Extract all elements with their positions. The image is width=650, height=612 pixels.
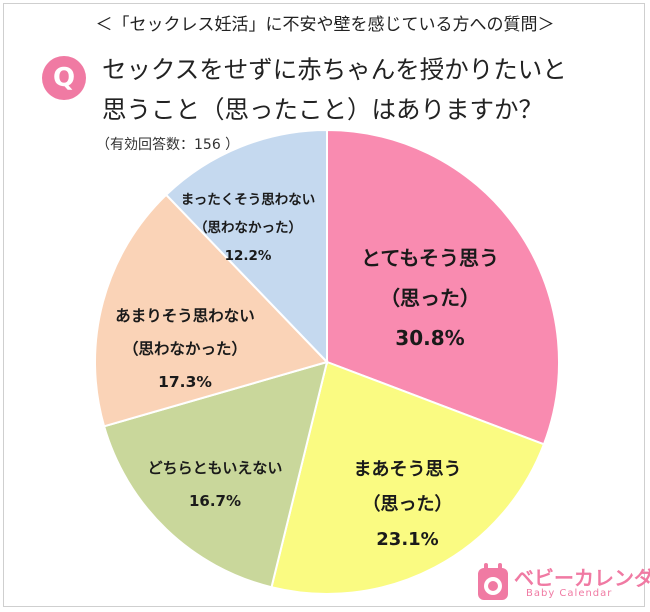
slice-value-text: 30.8% — [395, 326, 465, 350]
survey-subtitle: ＜「セックレス妊活」に不安や壁を感じている方への質問＞ — [95, 15, 555, 35]
slice-label-text: あまりそう思わない — [115, 307, 255, 325]
slice-sublabel-text: （思わなかった） — [194, 220, 302, 236]
slice-somewhat — [270, 360, 546, 595]
calendar-logo-icon — [478, 563, 508, 600]
slice-neutral — [102, 360, 329, 589]
slice-label-not-at-all: まったくそう思わない （思わなかった） 12.2% — [168, 186, 328, 270]
slice-sublabel-text: （思わなかった） — [122, 340, 247, 358]
slice-sublabel-text: （思った） — [362, 494, 453, 515]
slice-label-very-much: とてもそう思う （思った） 30.8% — [330, 238, 530, 358]
slice-value-text: 16.7% — [188, 492, 242, 510]
slice-label-text: どちらともいえない — [147, 459, 283, 477]
chart-title: セックスをせずに赤ちゃんを授かりたいと 思うこと（思ったこと）はありますか？ — [102, 50, 632, 130]
logo-subtitle: Baby Calendar — [526, 588, 613, 599]
slice-not-much — [94, 193, 329, 428]
logo-name: ベビーカレンダー — [514, 566, 650, 590]
slice-very-much — [326, 128, 560, 446]
baby-calendar-logo: ベビーカレンダー Baby Calendar — [476, 560, 650, 608]
slice-sublabel-text: （思った） — [380, 286, 480, 310]
slice-label-somewhat: まあそう思う （思った） 23.1% — [320, 452, 495, 557]
slice-not-at-all — [164, 128, 328, 365]
slice-label-text: まったくそう思わない — [180, 192, 316, 208]
respondent-count: （有効回答数：156 ） — [96, 137, 240, 153]
slice-value-text: 12.2% — [224, 248, 272, 264]
slice-label-text: まあそう思う — [353, 459, 462, 480]
question-badge: Q — [42, 56, 86, 100]
slice-label-text: とてもそう思う — [361, 246, 499, 270]
slice-value-text: 17.3% — [158, 373, 212, 391]
chart-title-line-1: セックスをせずに赤ちゃんを授かりたいと — [102, 55, 567, 84]
chart-title-line-2: 思うこと（思ったこと）はありますか？ — [102, 95, 543, 124]
slice-label-not-much: あまりそう思わない （思わなかった） 17.3% — [95, 300, 275, 399]
slice-label-neutral: どちらともいえない 16.7% — [120, 452, 310, 518]
slice-value-text: 23.1% — [376, 529, 439, 550]
